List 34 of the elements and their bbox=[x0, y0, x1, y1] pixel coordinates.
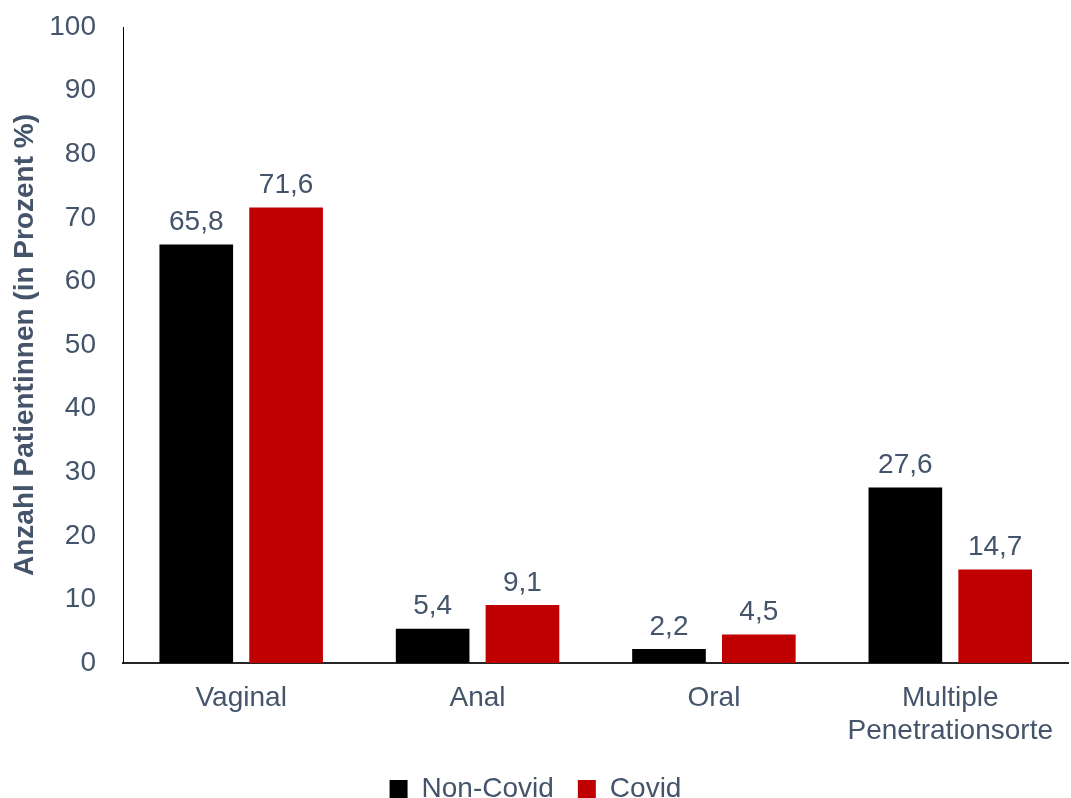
x-tick-label: Vaginal bbox=[195, 680, 287, 712]
y-tick-label: 10 bbox=[64, 582, 96, 614]
y-tick-label: 60 bbox=[64, 264, 96, 296]
y-tick-label: 50 bbox=[64, 327, 96, 359]
x-tick-label: Multiple Penetrationsorte bbox=[847, 680, 1053, 746]
y-tick-label: 90 bbox=[64, 73, 96, 105]
x-tick-label: Oral bbox=[687, 680, 741, 712]
bar bbox=[632, 649, 706, 663]
y-tick-label: 0 bbox=[80, 645, 96, 677]
data-label: 9,1 bbox=[502, 565, 542, 597]
data-label: 2,2 bbox=[649, 609, 689, 641]
data-label: 14,7 bbox=[967, 530, 1023, 562]
x-tick-label: Anal bbox=[449, 680, 506, 712]
y-tick-label: 40 bbox=[64, 391, 96, 423]
bar bbox=[159, 244, 234, 663]
data-label: 65,8 bbox=[169, 205, 224, 237]
y-tick-label: 30 bbox=[64, 454, 96, 486]
y-tick-label: 20 bbox=[64, 518, 96, 550]
legend-label: Covid bbox=[609, 771, 682, 798]
data-label: 5,4 bbox=[413, 589, 453, 621]
bar bbox=[721, 634, 796, 663]
bar bbox=[395, 628, 470, 663]
bar bbox=[868, 487, 943, 663]
data-label: 27,6 bbox=[878, 448, 933, 480]
bar bbox=[249, 207, 323, 663]
y-tick-label: 100 bbox=[49, 9, 96, 41]
bar bbox=[485, 605, 560, 663]
data-label: 4,5 bbox=[739, 595, 779, 627]
legend-label: Non-Covid bbox=[421, 771, 554, 798]
y-tick-label: 80 bbox=[64, 136, 96, 168]
bar bbox=[958, 569, 1032, 663]
y-axis-title: Anzahl Patientinnen (in Prozent %) bbox=[7, 113, 39, 577]
y-tick-label: 70 bbox=[64, 200, 96, 232]
data-label: 71,6 bbox=[258, 168, 314, 200]
